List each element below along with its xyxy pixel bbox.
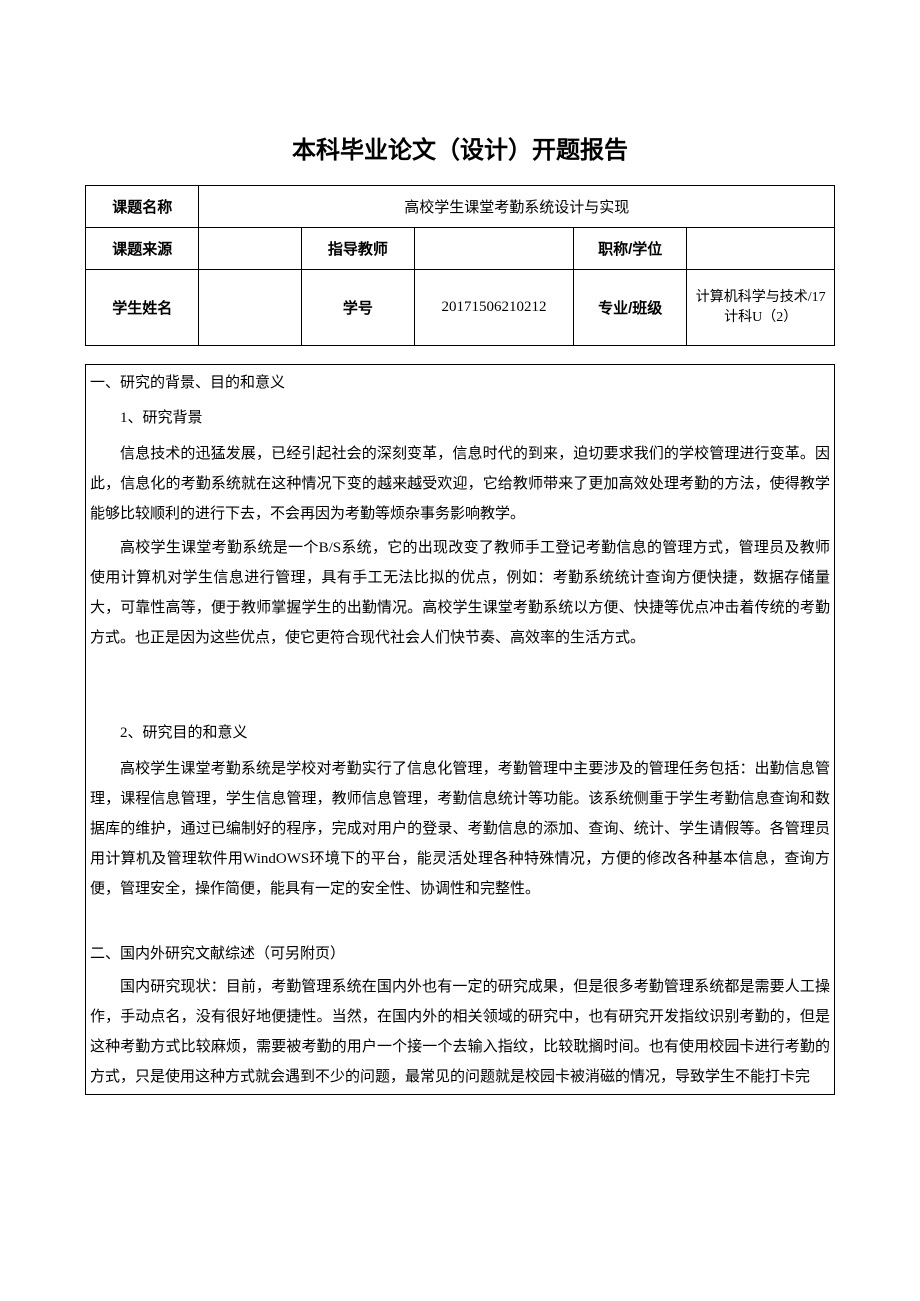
section-2-heading: 二、国内外研究文献综述（可另附页） xyxy=(86,936,834,971)
table-row-source: 课题来源 指导教师 职称/学位 xyxy=(86,228,835,270)
section-1-heading: 一、研究的背景、目的和意义 xyxy=(86,365,834,400)
spacer xyxy=(86,655,834,715)
label-advisor: 指导教师 xyxy=(301,228,414,270)
value-major-class: 计算机科学与技术/17计科U（2） xyxy=(687,270,835,346)
spacer xyxy=(86,906,834,936)
content-box: 一、研究的背景、目的和意义 1、研究背景 信息技术的迅猛发展，已经引起社会的深刻… xyxy=(85,364,835,1095)
value-topic-name: 高校学生课堂考勤系统设计与实现 xyxy=(199,186,835,228)
value-student-name xyxy=(199,270,301,346)
value-title-degree xyxy=(687,228,835,270)
label-student-name: 学生姓名 xyxy=(86,270,199,346)
paragraph-2-1: 国内研究现状：目前，考勤管理系统在国内外也有一定的研究成果，但是很多考勤管理系统… xyxy=(86,970,834,1094)
value-topic-source xyxy=(199,228,301,270)
paragraph-1-2-1: 高校学生课堂考勤系统是学校对考勤实行了信息化管理，考勤管理中主要涉及的管理任务包… xyxy=(86,752,834,906)
paragraph-1-1-2: 高校学生课堂考勤系统是一个B/S系统，它的出现改变了教师手工登记考勤信息的管理方… xyxy=(86,531,834,655)
label-topic-source: 课题来源 xyxy=(86,228,199,270)
subsection-1-2-heading: 2、研究目的和意义 xyxy=(86,715,834,752)
label-topic-name: 课题名称 xyxy=(86,186,199,228)
label-title-degree: 职称/学位 xyxy=(573,228,686,270)
info-table: 课题名称 高校学生课堂考勤系统设计与实现 课题来源 指导教师 职称/学位 学生姓… xyxy=(85,185,835,346)
subsection-1-1-heading: 1、研究背景 xyxy=(86,400,834,437)
paragraph-1-1-1: 信息技术的迅猛发展，已经引起社会的深刻变革，信息时代的到来，迫切要求我们的学校管… xyxy=(86,437,834,531)
label-student-id: 学号 xyxy=(301,270,414,346)
table-row-student: 学生姓名 学号 20171506210212 专业/班级 计算机科学与技术/17… xyxy=(86,270,835,346)
page-title: 本科毕业论文（设计）开题报告 xyxy=(85,130,835,165)
value-advisor xyxy=(415,228,574,270)
value-student-id: 20171506210212 xyxy=(415,270,574,346)
table-row-topic: 课题名称 高校学生课堂考勤系统设计与实现 xyxy=(86,186,835,228)
label-major-class: 专业/班级 xyxy=(573,270,686,346)
